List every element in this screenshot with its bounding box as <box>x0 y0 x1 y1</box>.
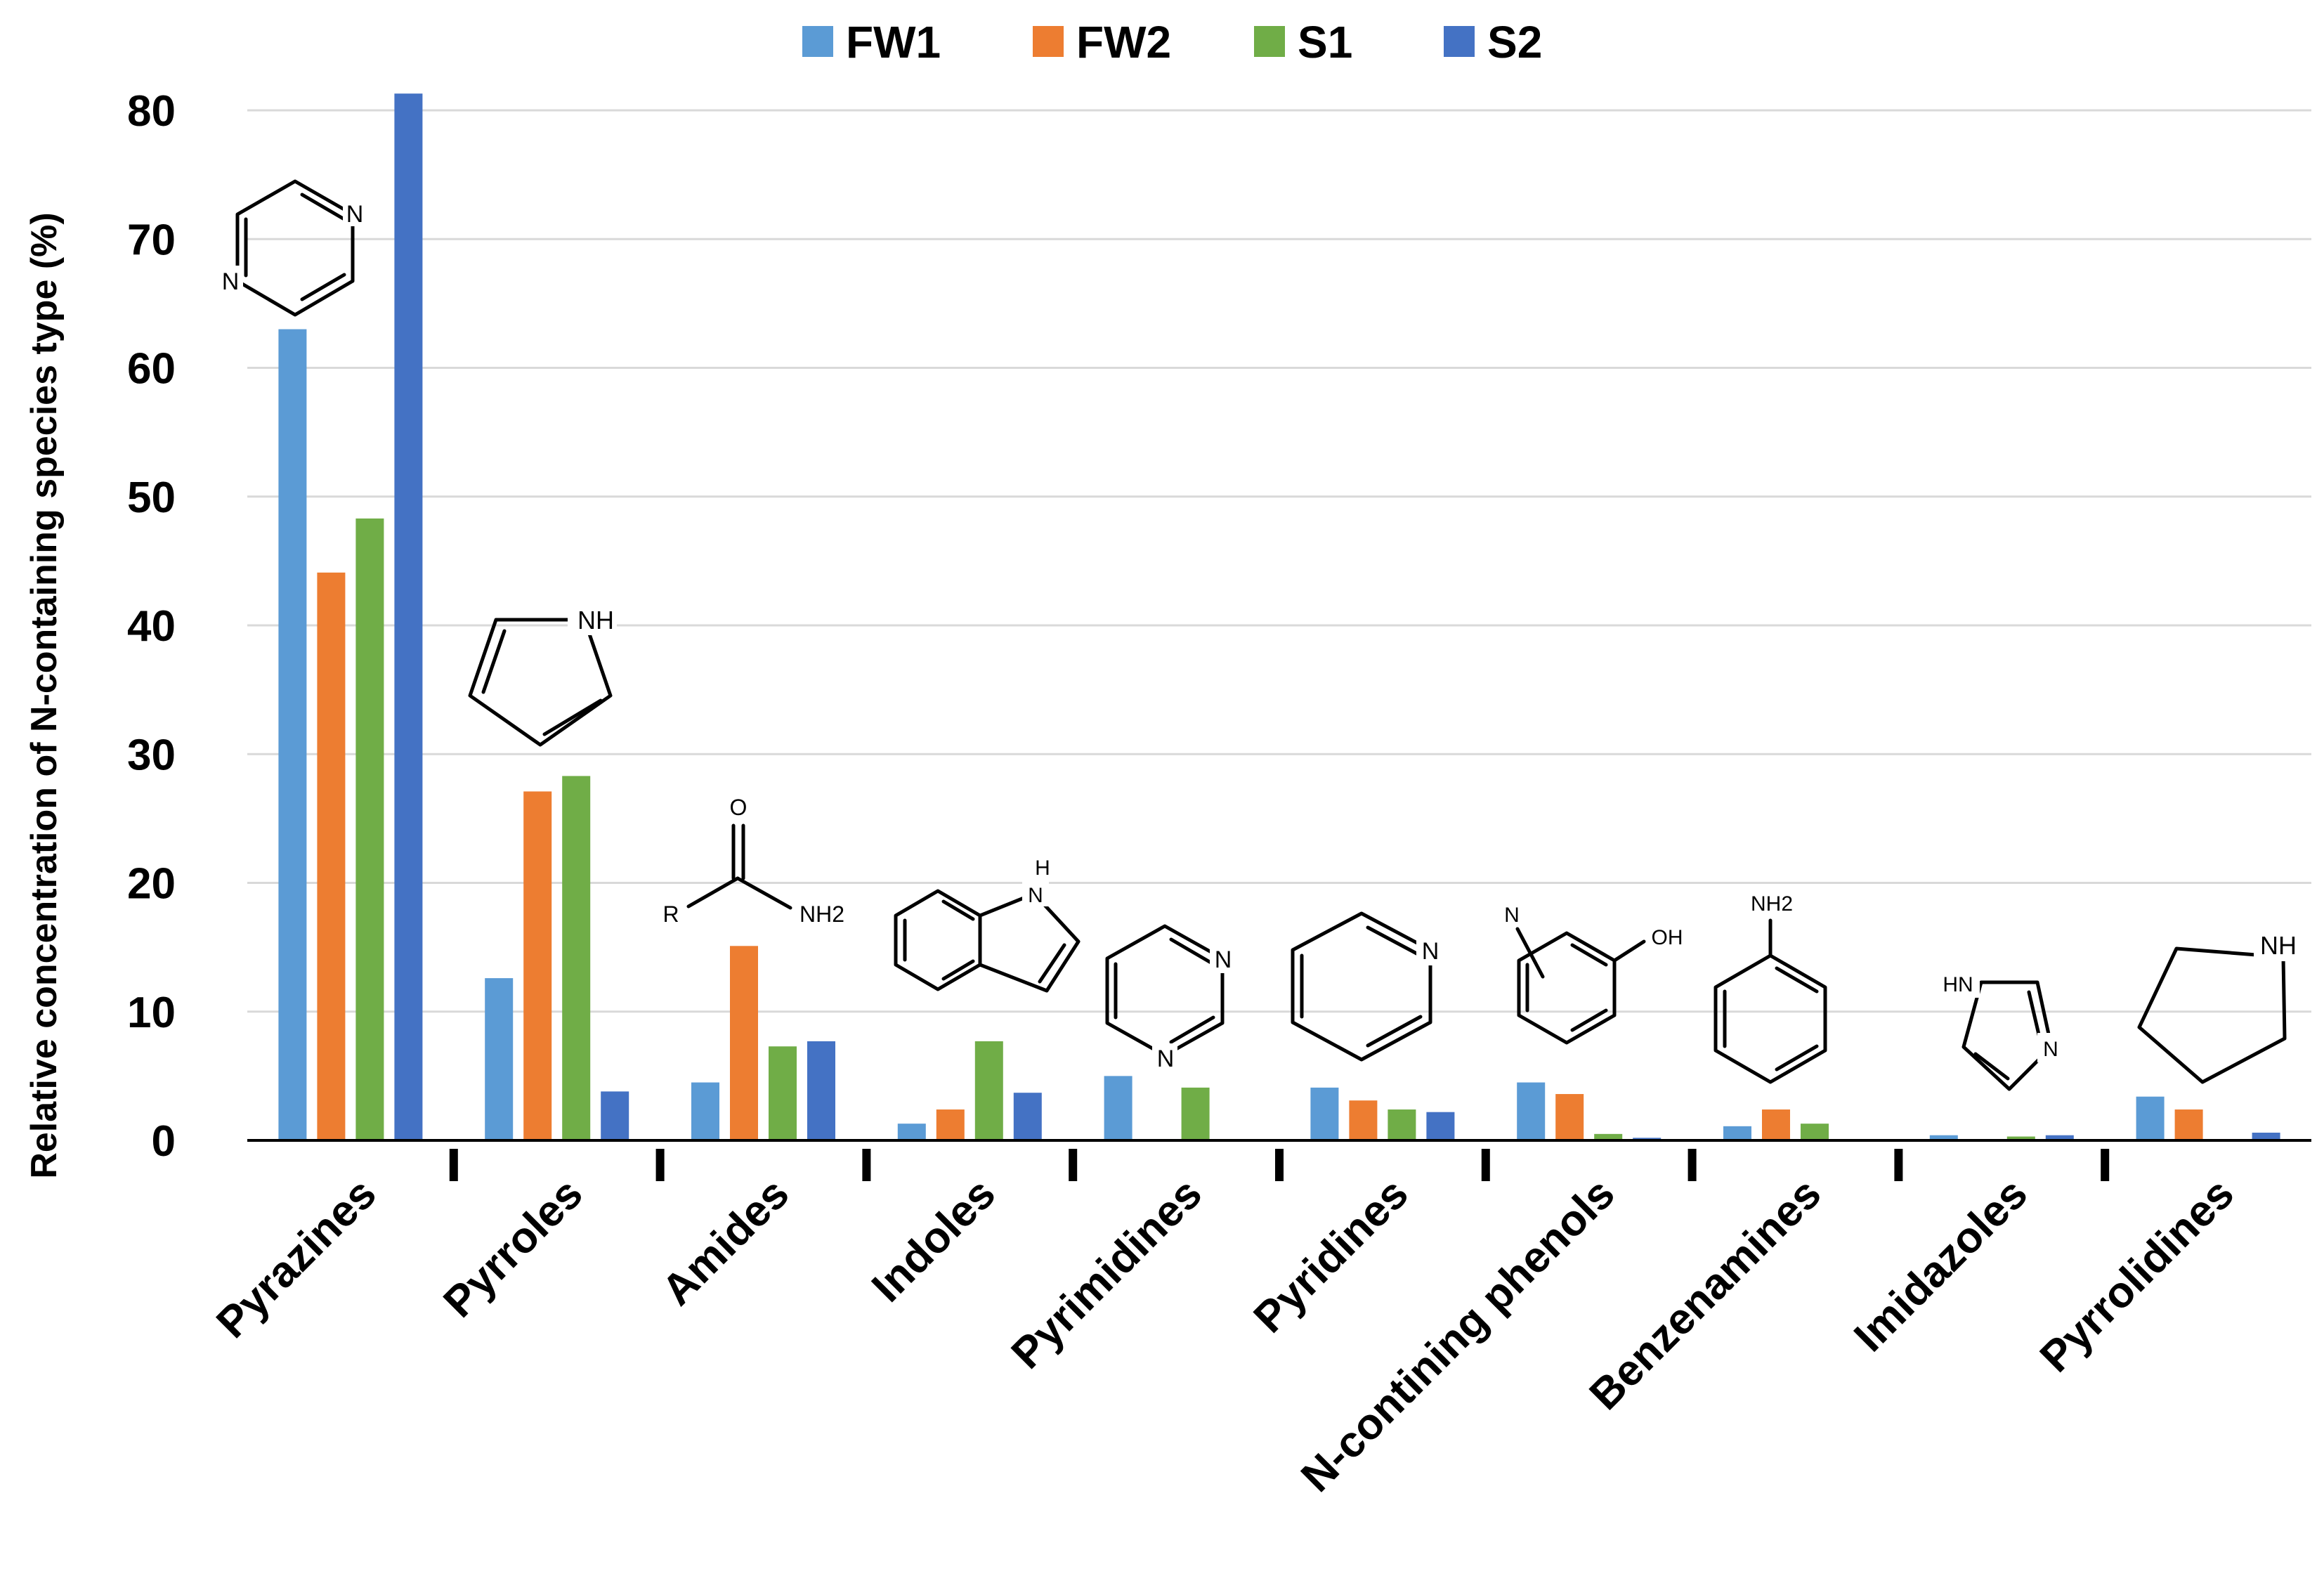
x-tick-label: Amides <box>653 1169 798 1315</box>
bar-s1-n-contining-phenols <box>1594 1133 1623 1140</box>
pyrazine-structure: N N <box>219 179 367 317</box>
bar-fw1-n-contining-phenols <box>1517 1082 1546 1140</box>
pyrrolidine-nh: NH <box>2260 931 2297 960</box>
y-tick-label: 10 <box>127 989 176 1037</box>
pyridine-n: N <box>1422 938 1440 965</box>
bars <box>278 93 2280 1141</box>
pyrrole-nh: NH <box>577 606 614 634</box>
pyrrolidine-structure: NH <box>2137 927 2303 1084</box>
indole-structure: H N <box>894 857 1081 993</box>
imidazole-hn: HN <box>1943 973 1973 996</box>
x-tick-label: Pyrroles <box>434 1169 592 1327</box>
imidazole-structure: HN N <box>1936 968 2063 1091</box>
bar-fw1-indoles <box>897 1124 926 1140</box>
legend-swatch-fw1 <box>802 26 833 57</box>
bar-s2-imidazoles <box>2045 1135 2074 1140</box>
bar-s2-pyrroles <box>601 1091 629 1140</box>
bar-s2-pyrazines <box>394 93 423 1141</box>
bar-fw2-pyrroles <box>523 791 552 1140</box>
y-tick-label: 20 <box>127 860 176 909</box>
y-axis-label: Relative concentration of N-containing s… <box>24 212 65 1178</box>
legend: FW1 FW2 S1 S2 <box>802 17 1542 67</box>
legend-label-fw2: FW2 <box>1076 17 1171 67</box>
x-tick-label: Pyrazines <box>207 1169 386 1348</box>
bar-fw1-pyrimidines <box>1104 1076 1132 1140</box>
bar-fw2-pyridines <box>1349 1100 1378 1140</box>
pyrimidine-n1: N <box>1215 946 1232 973</box>
pyridine-structure: N <box>1291 911 1443 1062</box>
legend-label-fw1: FW1 <box>846 17 941 67</box>
amide-nh2: NH2 <box>799 901 844 927</box>
bar-fw1-pyridines <box>1310 1087 1339 1140</box>
legend-label-s1: S1 <box>1298 17 1352 67</box>
bar-fw2-n-contining-phenols <box>1555 1094 1584 1140</box>
bar-s2-pyrrolidines <box>2252 1133 2280 1140</box>
phenol-oh: OH <box>1652 926 1683 949</box>
x-tick-label: Indoles <box>863 1169 1005 1311</box>
y-tick-label: 0 <box>152 1117 176 1166</box>
bar-s1-imidazoles <box>2006 1136 2035 1140</box>
bar-s1-pyrroles <box>562 776 591 1140</box>
pyrazine-n2: N <box>222 268 240 295</box>
indole-h: H <box>1035 857 1050 880</box>
benzenamine-structure: NH2 <box>1713 892 1827 1084</box>
bar-s1-pyrimidines <box>1181 1087 1210 1140</box>
x-tick-label: Imidazoles <box>1845 1169 2037 1361</box>
y-tick-label: 40 <box>127 602 176 651</box>
pyrazine-n1: N <box>346 201 364 228</box>
indole-n: N <box>1028 884 1043 907</box>
bar-s2-pyridines <box>1426 1112 1455 1140</box>
y-tick-labels: 0 10 20 30 40 50 60 70 80 <box>127 87 176 1166</box>
amide-o: O <box>730 795 748 820</box>
bar-s2-indoles <box>1013 1093 1042 1140</box>
y-tick-label: 30 <box>127 731 176 779</box>
amide-r: R <box>662 901 679 927</box>
legend-swatch-s1 <box>1254 26 1285 57</box>
bar-fw2-benzenamines <box>1762 1109 1790 1140</box>
bar-fw1-pyrrolidines <box>2136 1096 2165 1140</box>
bar-fw1-benzenamines <box>1723 1126 1751 1140</box>
x-tick-label: Pyrimidines <box>1003 1169 1211 1378</box>
bar-s1-amides <box>769 1046 797 1140</box>
x-tick-label: Pyrrolidines <box>2031 1169 2243 1381</box>
bar-fw1-imidazoles <box>1929 1135 1958 1140</box>
benzenamine-nh2: NH2 <box>1751 892 1793 916</box>
bar-fw2-indoles <box>936 1109 965 1140</box>
pyrrole-structure: NH <box>468 604 617 747</box>
pyrimidine-structure: N N <box>1105 924 1235 1072</box>
phenol-structure: N OH <box>1504 904 1683 1045</box>
bar-fw2-pyrrolidines <box>2174 1109 2203 1140</box>
bar-s1-indoles <box>974 1041 1003 1140</box>
phenol-n: N <box>1504 904 1520 927</box>
bar-s1-pyrazines <box>355 518 384 1140</box>
molecule-structures: N N NH O R NH2 <box>219 179 2303 1091</box>
x-tick-labels: Pyrazines Pyrroles Amides IndolesPyrimidine… <box>207 1169 2243 1502</box>
legend-swatch-fw2 <box>1033 26 1064 57</box>
bar-fw2-amides <box>730 946 758 1140</box>
bar-fw2-pyrazines <box>317 572 346 1140</box>
legend-label-s2: S2 <box>1487 17 1542 67</box>
bar-fw1-pyrazines <box>278 329 307 1140</box>
gridlines <box>247 109 2311 1013</box>
axes <box>247 1139 2311 1181</box>
y-tick-label: 80 <box>127 87 176 136</box>
bar-fw1-amides <box>691 1082 719 1140</box>
bar-s2-amides <box>807 1041 835 1140</box>
y-tick-label: 60 <box>127 345 176 393</box>
bar-s1-pyridines <box>1388 1109 1416 1140</box>
pyrimidine-n2: N <box>1157 1046 1175 1072</box>
y-tick-label: 70 <box>127 216 176 264</box>
legend-swatch-s2 <box>1444 26 1475 57</box>
amide-structure: O R NH2 <box>662 795 844 927</box>
bar-fw1-pyrroles <box>485 978 514 1140</box>
bar-s1-benzenamines <box>1801 1124 1829 1140</box>
y-tick-label: 50 <box>127 474 176 522</box>
x-tick-label: Pyridines <box>1245 1169 1418 1342</box>
imidazole-n: N <box>2043 1038 2058 1061</box>
